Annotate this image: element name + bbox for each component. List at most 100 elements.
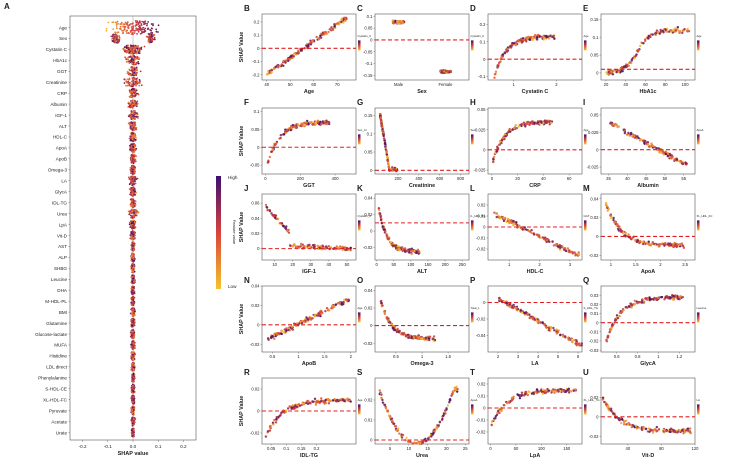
swarm-point xyxy=(134,204,137,206)
scatter-point xyxy=(303,124,307,127)
scatter-point xyxy=(319,34,322,38)
swarm-point xyxy=(135,80,138,83)
feature-label: Vit-D xyxy=(57,233,68,238)
swarm-point xyxy=(130,254,133,257)
scatter-point xyxy=(681,29,685,32)
x-tick-label: 800 xyxy=(457,176,465,181)
swarm-point xyxy=(134,56,137,59)
swarm-point xyxy=(135,105,138,108)
scatter-point xyxy=(497,215,501,219)
y-tick-label: 0 xyxy=(370,168,373,173)
y-tick-label: -0.025 xyxy=(587,165,600,170)
swarm-point xyxy=(113,40,116,43)
x-tick-label: 100 xyxy=(682,82,690,87)
scatter-point xyxy=(526,120,530,124)
swarm-row xyxy=(127,175,139,187)
x-tick-label: 55 xyxy=(681,176,686,181)
swarm-row xyxy=(129,328,136,340)
scatter-point xyxy=(643,38,647,41)
scatter-point xyxy=(545,121,549,125)
scatter-point xyxy=(678,31,681,35)
swarm-point xyxy=(128,68,131,71)
x-tick-label: 50 xyxy=(288,82,293,87)
swarm-point xyxy=(112,28,115,31)
y-tick-label: 0.1 xyxy=(367,14,373,19)
swarm-point xyxy=(133,154,136,156)
swarm-point xyxy=(134,58,137,60)
scatter-point xyxy=(379,215,382,218)
scatter-point xyxy=(564,249,568,253)
y-axis-label: SHAP Value xyxy=(239,32,245,62)
y-tick-label: 0.1 xyxy=(367,131,373,136)
panel-letter: D xyxy=(470,4,476,13)
scatter-point xyxy=(327,30,330,34)
swarm-point xyxy=(127,44,130,47)
swarm-point xyxy=(135,24,138,26)
swarm-row xyxy=(130,416,137,427)
swarm-point xyxy=(130,95,133,98)
scatter-point xyxy=(544,237,548,240)
scatter-point xyxy=(536,233,539,236)
x-axis-label: IGF-1 xyxy=(302,269,316,275)
scatter-points xyxy=(266,119,331,164)
scatter-point xyxy=(666,154,669,158)
panel-letter: K xyxy=(357,184,363,193)
swarm-point xyxy=(131,175,134,178)
swarm-point xyxy=(148,33,151,36)
swarm-point xyxy=(133,319,136,322)
swarm-point xyxy=(120,21,123,24)
scatter-point xyxy=(383,139,386,142)
swarm-point xyxy=(131,140,134,143)
swarm-point xyxy=(137,44,140,47)
scatter-point xyxy=(305,122,309,125)
swarm-point xyxy=(130,58,133,61)
swarm-point xyxy=(131,208,133,211)
swarm-point xyxy=(133,375,136,378)
swarm-point xyxy=(120,23,123,25)
swarm-point xyxy=(131,216,134,219)
swarm-point xyxy=(134,138,137,141)
scatter-point xyxy=(646,37,650,40)
swarm-point xyxy=(134,46,137,49)
y-tick-label: 0 xyxy=(483,225,486,230)
swarm-point xyxy=(145,35,148,38)
scatter-point xyxy=(656,31,660,34)
swarm-point xyxy=(115,25,118,27)
swarm-point xyxy=(132,45,135,48)
scatter-point xyxy=(540,120,543,123)
scatter-point xyxy=(330,29,333,32)
swarm-point xyxy=(133,391,136,394)
swarm-point xyxy=(132,323,134,326)
y-tick-label: 0.1 xyxy=(480,39,486,44)
scatter-point xyxy=(266,208,269,212)
swarm-point xyxy=(133,358,136,360)
swarm-point xyxy=(115,23,118,26)
y-tick-label: 0 xyxy=(596,70,599,75)
x-tick-label: 40 xyxy=(327,262,332,267)
scatter-point xyxy=(295,52,299,55)
scatter-point xyxy=(514,43,518,46)
scatter-point xyxy=(548,119,552,123)
scatter-point xyxy=(552,244,556,247)
panel-letter: B xyxy=(244,4,250,13)
swarm-point xyxy=(131,62,134,65)
scatter-point xyxy=(636,50,640,53)
swarm-point xyxy=(152,23,154,25)
swarm-point xyxy=(133,110,135,113)
scatter-point xyxy=(630,59,634,62)
swarm-point xyxy=(133,435,135,438)
legend-title: Sex_Cr xyxy=(358,128,367,132)
y-tick-label: -0.1 xyxy=(478,74,486,79)
panel-letter: L xyxy=(470,184,475,193)
swarm-point xyxy=(118,36,121,39)
scatter-point xyxy=(517,125,520,128)
feature-label: Age xyxy=(59,25,68,30)
swarm-point xyxy=(136,71,138,74)
swarm-point xyxy=(139,70,142,73)
scatter-point xyxy=(497,143,501,147)
swarm-point xyxy=(129,82,132,85)
feature-label: M-HDL-PL xyxy=(45,299,67,304)
scatter-point xyxy=(676,26,680,29)
